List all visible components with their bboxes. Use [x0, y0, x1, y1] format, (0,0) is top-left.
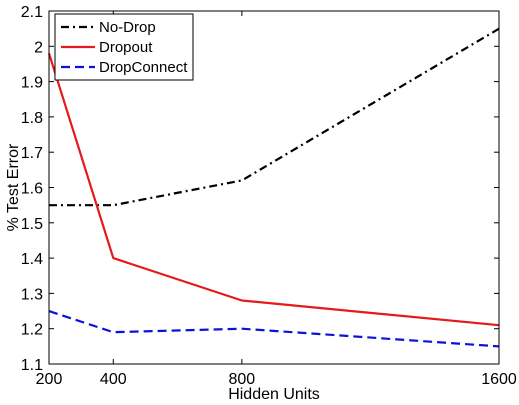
- x-tick-label: 1600: [481, 371, 517, 388]
- legend-label: No-Drop: [99, 19, 156, 36]
- y-tick-label: 2: [34, 39, 43, 56]
- y-axis-title: % Test Error: [5, 143, 22, 231]
- legend: No-Drop Dropout DropConnect: [54, 13, 194, 81]
- legend-label: Dropout: [99, 39, 153, 56]
- x-axis-title: Hidden Units: [228, 386, 320, 403]
- series-layer: [47, 27, 500, 348]
- x-tick-label: 800: [229, 371, 256, 388]
- series-line-dropout: [47, 53, 500, 327]
- y-tick-label: 1.6: [21, 181, 43, 198]
- y-tick-label: 1.8: [21, 110, 43, 127]
- y-tick-label: 1.5: [21, 216, 43, 233]
- legend-label: DropConnect: [99, 59, 188, 76]
- series-line-dropconnect: [48, 310, 500, 348]
- x-tick-label: 400: [100, 371, 127, 388]
- y-tick-label: 1.3: [21, 286, 43, 303]
- y-tick-label: 1.2: [21, 322, 43, 339]
- y-tick-label: 1.7: [21, 145, 43, 162]
- y-tick-label: 2.1: [21, 4, 43, 21]
- y-tick-label: 1.9: [21, 75, 43, 92]
- y-tick-label: 1.1: [21, 357, 43, 374]
- series-line-no-drop: [49, 27, 500, 207]
- x-tick-label: 200: [36, 371, 63, 388]
- ticks-layer: 1.1 1.2 1.3 1.4 1.5 1.6 1.7 1.8 1.9 2 2.1 200 400 800…: [21, 4, 517, 388]
- y-tick-label: 1.4: [21, 251, 43, 268]
